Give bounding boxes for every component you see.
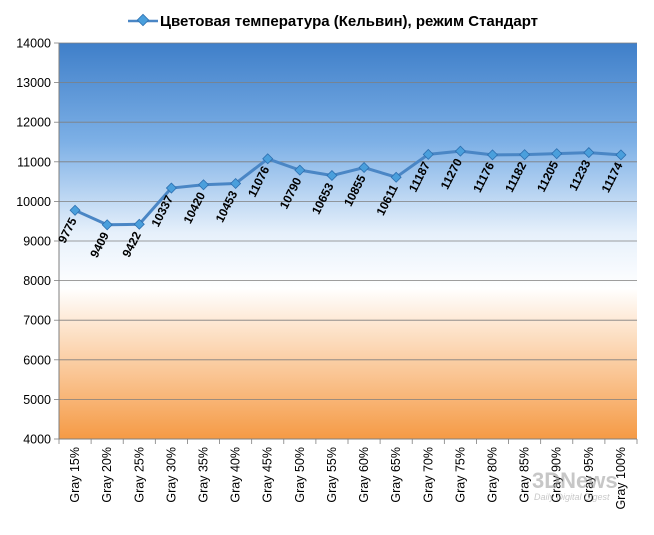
x-tick-label: Gray 95% (582, 447, 596, 503)
y-tick-label: 9000 (23, 235, 51, 249)
x-tick-label: Gray 25% (132, 447, 146, 503)
x-tick-label: Gray 50% (293, 447, 307, 503)
data-point-marker (486, 149, 499, 161)
x-tick-label: Gray 45% (261, 447, 275, 503)
x-tick-label: Gray 65% (389, 447, 403, 503)
data-point-marker (390, 171, 402, 183)
series-line (69, 145, 627, 231)
y-tick-label: 10000 (16, 195, 51, 209)
x-tick-label: Gray 100% (614, 447, 628, 510)
x-tick-label: Gray 35% (197, 447, 211, 503)
data-point-marker (262, 153, 274, 165)
data-point-marker (583, 147, 595, 159)
y-tick-label: 11000 (17, 155, 51, 169)
y-tick-label: 12000 (16, 116, 51, 130)
data-point-marker (197, 179, 210, 191)
data-point-marker (69, 204, 81, 216)
data-point-marker (551, 148, 563, 160)
data-point-marker (101, 219, 113, 231)
data-point-marker (230, 177, 242, 189)
y-tick-label: 4000 (23, 433, 51, 447)
data-point-marker (358, 162, 370, 174)
x-tick-label: Gray 60% (357, 447, 371, 503)
gridlines (58, 42, 637, 440)
legend: Цветовая температура (Кельвин), режим Ст… (128, 13, 538, 30)
x-tick-label: Gray 70% (421, 447, 435, 503)
y-tick-label: 6000 (23, 353, 51, 367)
x-tick-label: Gray 80% (486, 447, 500, 503)
y-tick-label: 13000 (16, 76, 51, 90)
x-tick-label: Gray 20% (100, 447, 114, 503)
x-tick-label: Gray 15% (68, 447, 82, 503)
data-point-marker (294, 164, 306, 176)
data-point-marker (519, 149, 531, 161)
x-tick-label: Gray 40% (229, 447, 243, 503)
x-tick-label: Gray 90% (550, 447, 564, 503)
data-point-marker (615, 149, 627, 161)
y-axis-ticks: 4000 5000 6000 7000 8000 9000 10000 11000 12000 1… (16, 37, 59, 447)
legend-marker-icon (136, 13, 150, 27)
data-point-marker (326, 170, 338, 182)
y-tick-label: 5000 (23, 393, 51, 407)
x-axis-ticks: Gray 15% Gray 20% Gray 25% Gray 30% Gray 35%… (58, 439, 638, 510)
x-tick-label: Gray 75% (453, 447, 467, 503)
y-tick-label: 7000 (23, 314, 51, 328)
data-point-marker (454, 145, 466, 157)
data-point-marker (165, 182, 177, 194)
y-tick-label: 8000 (23, 274, 51, 288)
data-point-marker (133, 218, 145, 230)
y-tick-label: 14000 (16, 37, 51, 51)
x-tick-label: Gray 85% (518, 447, 532, 503)
x-tick-label: Gray 55% (325, 447, 339, 503)
data-point-marker (422, 148, 434, 160)
watermark-brand: 3DNews (532, 468, 618, 493)
watermark: 3DNews Daily Digital Digest (532, 468, 618, 502)
legend-label: Цветовая температура (Кельвин), режим Ст… (160, 13, 538, 30)
x-tick-label: Gray 30% (164, 447, 178, 503)
watermark-tagline: Daily Digital Digest (534, 492, 610, 502)
